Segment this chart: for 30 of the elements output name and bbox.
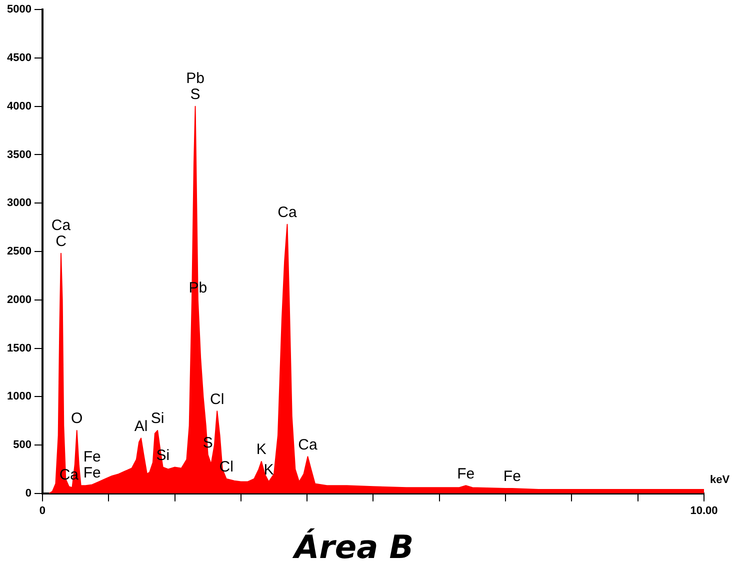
y-tick-label: 500 bbox=[13, 439, 32, 452]
x-tick-label: 10.00 bbox=[690, 505, 718, 518]
annotation: Pb bbox=[186, 70, 204, 87]
annotation: Ca bbox=[298, 436, 318, 454]
text: Área B bbox=[291, 528, 414, 566]
annotation: Fe bbox=[457, 465, 475, 482]
y-tick-label: 2000 bbox=[6, 294, 32, 306]
y-tick-label: 4500 bbox=[6, 52, 32, 64]
x-axis-title: keV bbox=[710, 474, 730, 486]
y-tick-label: 4000 bbox=[6, 100, 32, 112]
annotation: O bbox=[71, 410, 83, 428]
y-tick-label: 1000 bbox=[6, 390, 32, 403]
y-tick-label: 5000 bbox=[6, 4, 32, 16]
annotation: Fe bbox=[83, 448, 101, 466]
annotation: Fe bbox=[503, 468, 521, 486]
y-tick-label: 3000 bbox=[6, 197, 32, 210]
annotation: Si bbox=[150, 410, 164, 428]
annotation: Al bbox=[134, 418, 148, 435]
y-tick-label: 1500 bbox=[6, 342, 32, 354]
annotation: Fe bbox=[83, 464, 101, 482]
annotation: S bbox=[190, 86, 200, 103]
annotation: K bbox=[256, 441, 266, 458]
y-tick-label: 2500 bbox=[6, 246, 32, 258]
y-tick-label: 3500 bbox=[6, 148, 32, 161]
annotation: Ca bbox=[51, 217, 72, 234]
annotation: K bbox=[264, 461, 274, 478]
annotation: Ca bbox=[278, 204, 298, 222]
annotation: C bbox=[56, 233, 67, 250]
annotation: Cl bbox=[210, 390, 224, 408]
y-tick-label: 0 bbox=[25, 487, 32, 500]
